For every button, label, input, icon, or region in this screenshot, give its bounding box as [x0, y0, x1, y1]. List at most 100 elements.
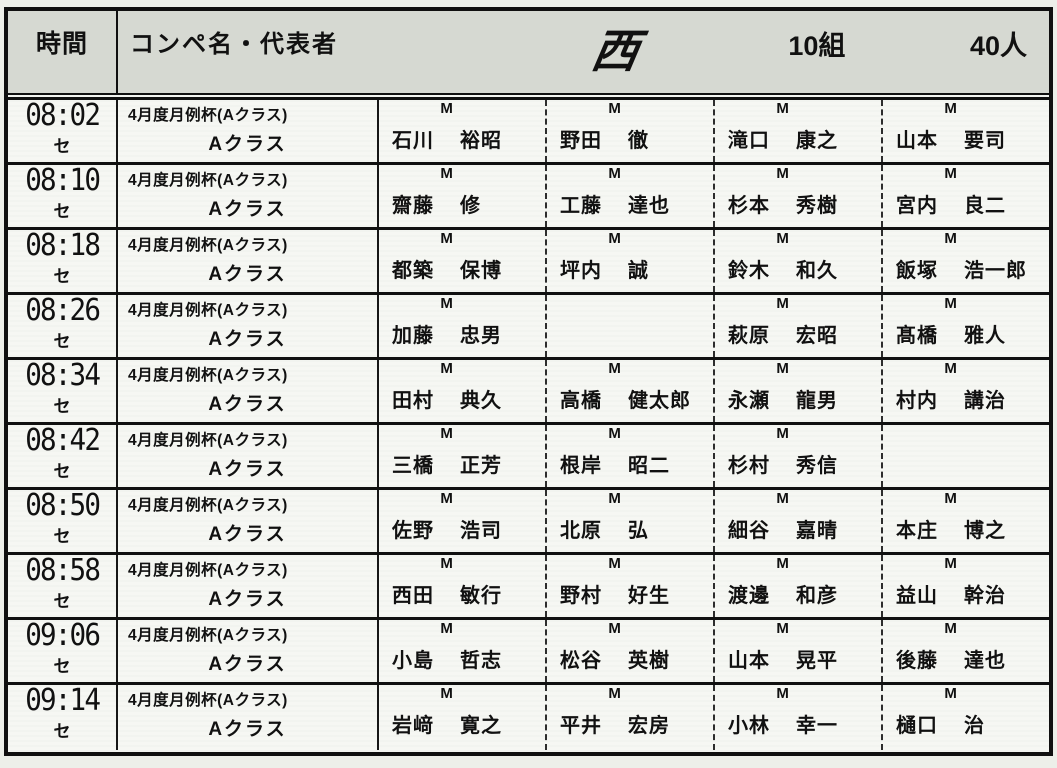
player-slot-4: M 本庄 博之	[881, 490, 1049, 552]
competition-cell: 4月度月例杯(Aクラス) Aクラス	[118, 295, 379, 357]
player-slot-4: M 樋口 治	[881, 685, 1049, 750]
membership-marker: M	[776, 620, 789, 637]
player-given-name: 健太郎	[628, 390, 691, 412]
player-given-name: 宏昭	[796, 325, 838, 347]
player-slot-3: M 杉本 秀樹	[713, 165, 881, 227]
player-surname: 北原	[560, 520, 602, 542]
player-given-name: 哲志	[460, 650, 502, 672]
player-given-name: 英樹	[628, 650, 670, 672]
membership-marker: M	[440, 620, 453, 637]
player-name: 石川 裕昭	[379, 124, 545, 153]
competition-name: 4月度月例杯(Aクラス)	[128, 432, 288, 449]
player-given-name: 寛之	[460, 715, 502, 737]
tee-time-row: 08:26 セ 4月度月例杯(Aクラス) Aクラス M 加藤 忠男 M 萩原	[8, 295, 1049, 360]
player-slot-4	[881, 425, 1049, 487]
competition-class: Aクラス	[208, 654, 287, 675]
competition-class: Aクラス	[208, 459, 287, 480]
player-surname: 田村	[392, 390, 434, 412]
player-name: 小島 哲志	[379, 644, 545, 673]
membership-marker: M	[608, 100, 621, 117]
player-name: 坪内 誠	[547, 254, 713, 283]
player-slot-1: M 佐野 浩司	[379, 490, 545, 552]
player-slot-3: M 渡邊 和彦	[713, 555, 881, 617]
membership-marker: M	[944, 620, 957, 637]
membership-marker: M	[776, 165, 789, 182]
player-name: 山本 晃平	[715, 644, 881, 673]
player-slot-2: M 北原 弘	[545, 490, 713, 552]
time-cell: 08:18 セ	[8, 230, 118, 292]
player-slot-1: M 加藤 忠男	[379, 295, 545, 357]
player-surname: 樋口	[896, 715, 938, 737]
competition-name: 4月度月例杯(Aクラス)	[128, 237, 288, 254]
player-name: 松谷 英樹	[547, 644, 713, 673]
tee-time: 08:42	[25, 423, 101, 458]
player-surname: 山本	[896, 130, 938, 152]
player-surname: 西田	[392, 585, 434, 607]
player-given-name: 龍男	[796, 390, 838, 412]
competition-cell: 4月度月例杯(Aクラス) Aクラス	[118, 620, 379, 682]
player-surname: 工藤	[560, 195, 602, 217]
membership-marker: M	[608, 685, 621, 702]
player-name: 永瀬 龍男	[715, 384, 881, 413]
player-name: 齋藤 修	[379, 189, 545, 218]
tee-time-row: 08:58 セ 4月度月例杯(Aクラス) Aクラス M 西田 敏行 M 野村 好…	[8, 555, 1049, 620]
player-slot-3: M 鈴木 和久	[713, 230, 881, 292]
membership-marker: M	[608, 555, 621, 572]
player-slot-3: M 萩原 宏昭	[713, 295, 881, 357]
player-surname: 根岸	[560, 455, 602, 477]
player-name: 杉本 秀樹	[715, 189, 881, 218]
membership-marker	[883, 425, 1049, 444]
player-name: 田村 典久	[379, 384, 545, 413]
player-given-name: 裕昭	[460, 130, 502, 152]
player-surname: 野村	[560, 585, 602, 607]
course-code: セ	[53, 397, 71, 416]
membership-marker: M	[608, 230, 621, 247]
competition-cell: 4月度月例杯(Aクラス) Aクラス	[118, 685, 379, 750]
tee-time: 09:06	[25, 618, 101, 653]
competition-class: Aクラス	[208, 719, 287, 740]
player-slot-2: M 坪内 誠	[545, 230, 713, 292]
membership-marker: M	[776, 425, 789, 442]
course-code: セ	[53, 592, 71, 611]
competition-name: 4月度月例杯(Aクラス)	[128, 627, 288, 644]
membership-marker: M	[440, 360, 453, 377]
player-name: 山本 要司	[883, 124, 1049, 153]
tee-time: 08:02	[25, 98, 101, 133]
player-given-name: 秀樹	[796, 195, 838, 217]
player-surname: 鈴木	[728, 260, 770, 282]
player-slot-4: M 髙橋 雅人	[881, 295, 1049, 357]
player-given-name: 忠男	[460, 325, 502, 347]
course-code: セ	[53, 657, 71, 676]
player-given-name: 雅人	[964, 325, 1006, 347]
player-name: 滝口 康之	[715, 124, 881, 153]
player-surname: 渡邊	[728, 585, 770, 607]
player-name: 北原 弘	[547, 514, 713, 543]
tee-time: 09:14	[25, 683, 101, 718]
header-competition-column-label: コンペ名・代表者	[130, 31, 338, 58]
player-name: 工藤 達也	[547, 189, 713, 218]
competition-name: 4月度月例杯(Aクラス)	[128, 562, 288, 579]
player-slot-2: M 野村 好生	[545, 555, 713, 617]
membership-marker: M	[440, 295, 453, 312]
membership-marker: M	[776, 490, 789, 507]
player-surname: 高橋	[560, 390, 602, 412]
tee-time: 08:58	[25, 553, 101, 588]
membership-marker: M	[776, 295, 789, 312]
header-time-column-label: 時間	[8, 11, 118, 93]
player-given-name: 要司	[964, 130, 1006, 152]
player-surname: 飯塚	[896, 260, 938, 282]
sheet-header: 時間 コンペ名・代表者 西 10組 40人	[8, 11, 1049, 95]
competition-cell: 4月度月例杯(Aクラス) Aクラス	[118, 555, 379, 617]
player-slot-3: M 滝口 康之	[713, 100, 881, 162]
player-surname: 石川	[392, 130, 434, 152]
membership-marker: M	[608, 425, 621, 442]
player-given-name: 浩一郎	[964, 260, 1027, 282]
player-name: 平井 宏房	[547, 709, 713, 738]
player-slot-4: M 飯塚 浩一郎	[881, 230, 1049, 292]
player-count: 40人	[969, 31, 1027, 61]
player-surname: 加藤	[392, 325, 434, 347]
player-given-name: 宏房	[628, 715, 670, 737]
player-name: 益山 幹治	[883, 579, 1049, 608]
tee-time-row: 09:06 セ 4月度月例杯(Aクラス) Aクラス M 小島 哲志 M 松谷 英…	[8, 620, 1049, 685]
player-surname: 杉本	[728, 195, 770, 217]
